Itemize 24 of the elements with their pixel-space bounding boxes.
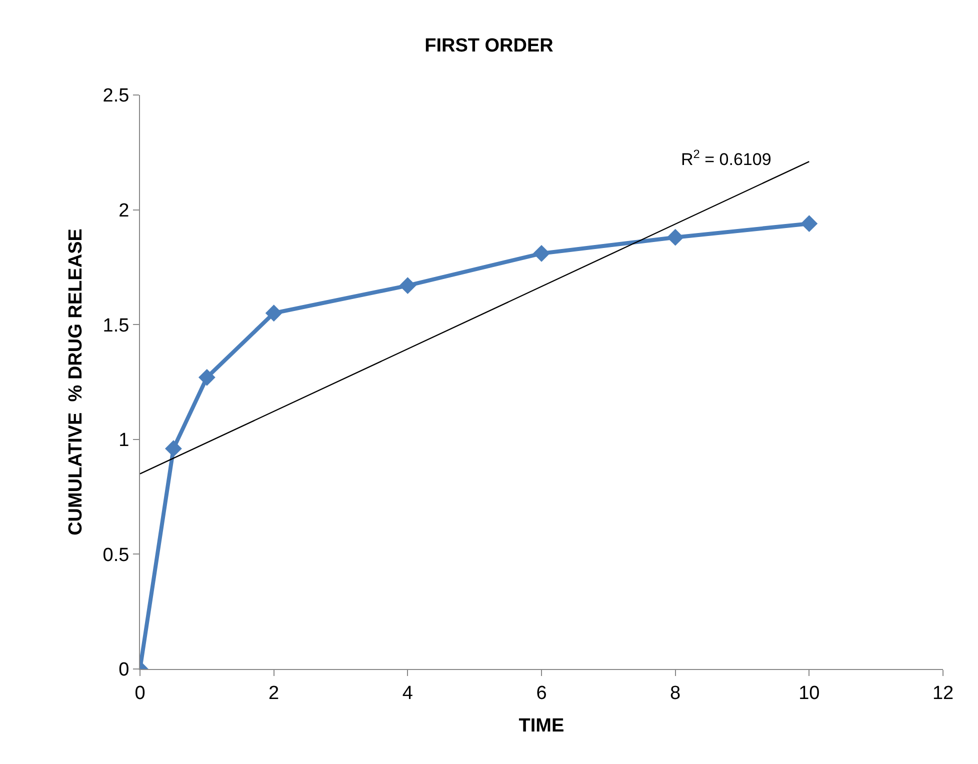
y-tick-label: 2 [118,200,130,222]
x-tick-label: 6 [536,682,547,704]
x-tick-label: 2 [268,682,280,704]
x-tick-label: 12 [932,682,954,704]
point [800,215,818,232]
point [399,277,416,294]
point [666,228,684,246]
point [198,368,216,386]
x-axis-title: TIME [518,716,564,737]
y-axis-title: CUMULATIVE % DRUG RELEASE [66,228,87,536]
chart-title: FIRST ORDER [424,36,554,56]
y-tick-label: 2.5 [102,86,130,107]
x-tick-label: 4 [402,682,414,704]
x-tick-label: 10 [798,682,820,704]
y-tick-label: 1 [118,430,130,452]
x-tick-label: 0 [134,682,146,704]
y-tick-label: 1.5 [102,315,130,336]
point [533,244,550,262]
point [165,440,182,458]
x-tick-label: 8 [670,682,681,704]
point [265,304,282,322]
y-tick-label: 0 [118,660,130,681]
y-tick-label: 0.5 [102,544,130,566]
annotation: R$^{2}$ = 0.6109 [681,147,772,170]
